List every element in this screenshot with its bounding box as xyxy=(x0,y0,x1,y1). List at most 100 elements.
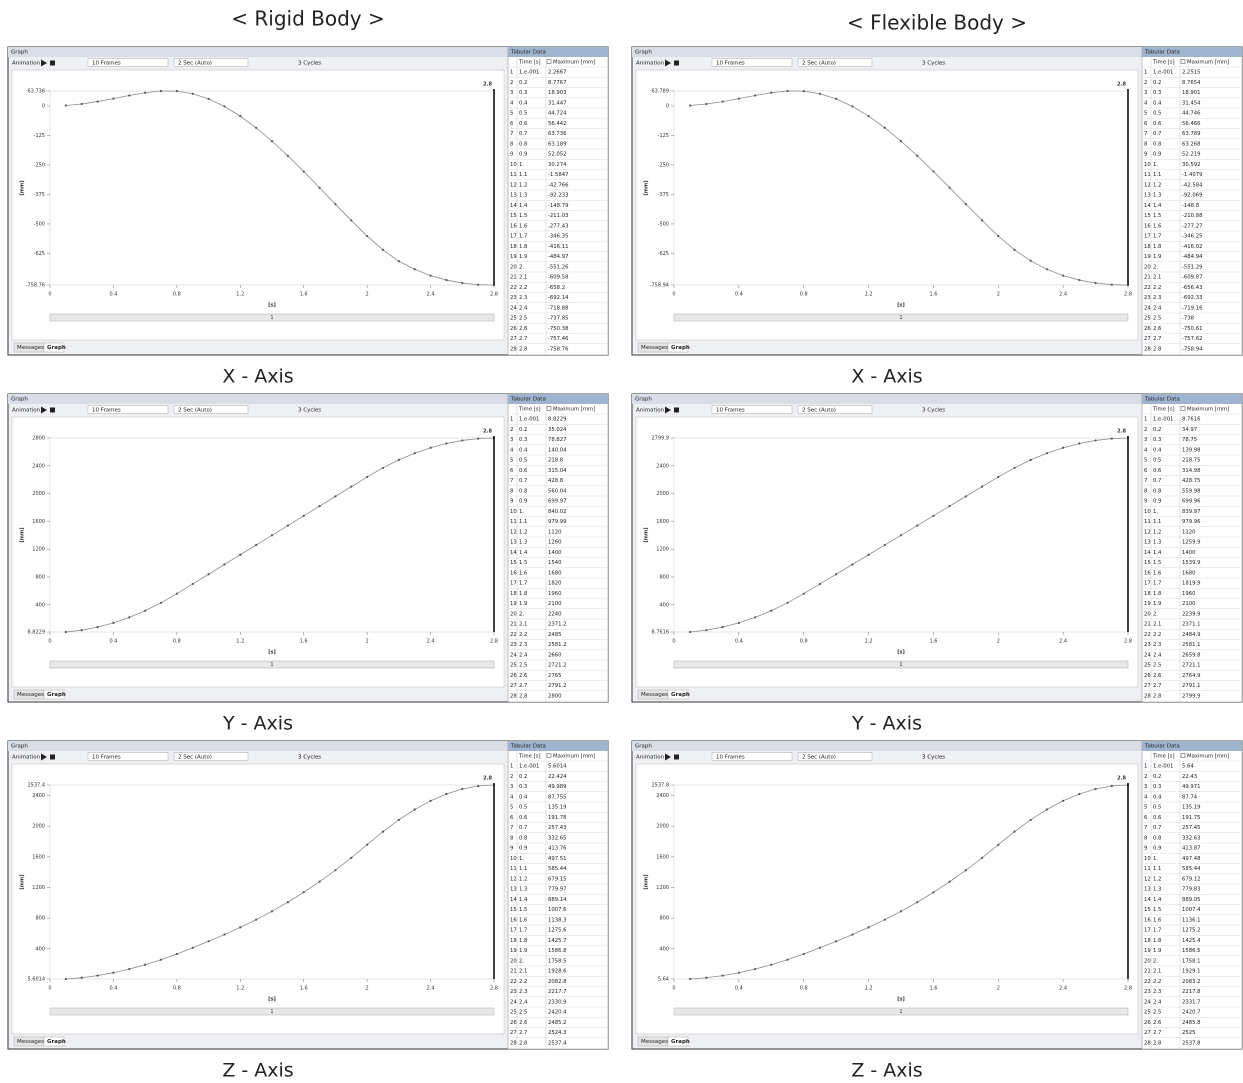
data-point xyxy=(949,881,951,883)
data-point xyxy=(754,94,756,96)
data-point xyxy=(176,953,178,955)
row-number: 14 xyxy=(510,203,517,209)
column-checkbox[interactable] xyxy=(1181,407,1185,411)
duration-value: 2 Sec (Auto) xyxy=(178,61,212,67)
row-number: 13 xyxy=(1144,887,1151,893)
y-tick-label: 800 xyxy=(659,916,669,922)
stop-button[interactable] xyxy=(50,408,55,413)
column-checkbox[interactable] xyxy=(547,754,551,758)
data-point xyxy=(1030,260,1032,262)
tab-label: Graph xyxy=(47,692,66,698)
row-number: 10 xyxy=(510,162,517,168)
x-tick-label: 2.8 xyxy=(490,292,498,298)
time-cell: 1.6 xyxy=(1153,570,1162,576)
time-cell: 2.6 xyxy=(519,326,528,332)
y-tick-label: 5.6014 xyxy=(28,977,46,983)
data-point xyxy=(1078,793,1080,795)
x-tick-label: 1.6 xyxy=(929,639,937,645)
x-tick-label: 1.6 xyxy=(300,639,308,645)
frames-value: 10 Frames xyxy=(716,61,745,67)
value-cell: 2371.2 xyxy=(548,622,567,628)
value-cell: 2.2515 xyxy=(1182,70,1201,76)
time-cell: 1.3 xyxy=(1153,540,1161,546)
data-point xyxy=(255,127,257,129)
row-number: 18 xyxy=(510,244,517,250)
caption: Z - Axis xyxy=(222,1060,293,1082)
stop-button[interactable] xyxy=(50,61,55,66)
value-cell: 140.04 xyxy=(548,447,567,453)
time-cell: 0.4 xyxy=(519,447,528,453)
data-point xyxy=(754,616,756,618)
value-cell: -692.33 xyxy=(1182,295,1202,301)
time-cell: 0.8 xyxy=(1153,835,1162,841)
row-number: 15 xyxy=(1144,560,1151,566)
value-cell: -719.16 xyxy=(1182,305,1203,311)
value-cell: 428.75 xyxy=(1182,478,1201,484)
value-cell: 413.76 xyxy=(548,846,567,852)
time-cell: 1.8 xyxy=(1153,591,1162,597)
data-point xyxy=(255,919,257,921)
value-cell: 1960 xyxy=(1182,591,1196,597)
time-cell: 0.7 xyxy=(1153,478,1161,484)
x-tick-label: 0.4 xyxy=(109,292,117,298)
stop-button[interactable] xyxy=(674,408,679,413)
data-point xyxy=(916,155,918,157)
value-cell: -210.88 xyxy=(1182,213,1203,219)
y-tick-label: 2537.8 xyxy=(652,783,670,789)
y-tick-label: 400 xyxy=(35,946,45,952)
y-tick-label: 2800 xyxy=(32,436,45,442)
data-point xyxy=(965,203,967,205)
data-point xyxy=(1046,268,1048,270)
data-point xyxy=(461,282,463,284)
row-number: 24 xyxy=(510,652,517,658)
tab-label: Messages xyxy=(641,1039,668,1045)
time-cell: 1.4 xyxy=(519,550,528,556)
row-number: 23 xyxy=(510,989,517,995)
time-cell: 1.2 xyxy=(519,876,527,882)
x-tick-label: 2.4 xyxy=(1059,292,1067,298)
x-tick-label: 2.4 xyxy=(427,292,435,298)
data-point xyxy=(1046,808,1048,810)
time-cell: 0.2 xyxy=(1153,774,1161,780)
stop-button[interactable] xyxy=(50,755,55,760)
time-cell: 1.6 xyxy=(1153,917,1162,923)
tab-label: Graph xyxy=(671,1039,690,1045)
data-point xyxy=(705,629,707,631)
row-number: 25 xyxy=(1144,663,1151,669)
time-cell: 0.6 xyxy=(1153,815,1162,821)
value-cell: 2800 xyxy=(548,693,562,699)
row-number: 18 xyxy=(510,591,517,597)
data-point xyxy=(366,235,368,237)
value-cell: 191.78 xyxy=(548,815,567,821)
data-point xyxy=(1062,275,1064,277)
time-cell: 2.3 xyxy=(1153,989,1161,995)
panel-title: Graph xyxy=(11,397,28,403)
column-checkbox[interactable] xyxy=(1181,754,1185,758)
data-point xyxy=(65,104,67,106)
column-header: Time [s] xyxy=(518,60,541,66)
row-number: 18 xyxy=(1144,591,1151,597)
time-cell: 0.8 xyxy=(519,835,528,841)
row-number: 21 xyxy=(1144,275,1151,281)
time-cell: 1.7 xyxy=(519,581,527,587)
time-cell: 0.8 xyxy=(1153,141,1162,147)
row-number: 10 xyxy=(1144,509,1151,515)
column-checkbox[interactable] xyxy=(547,60,551,64)
row-number: 13 xyxy=(510,887,517,893)
column-checkbox[interactable] xyxy=(1181,60,1185,64)
time-cell: 2.1 xyxy=(519,969,527,975)
time-cell: 0.4 xyxy=(519,794,528,800)
row-number: 9 xyxy=(1144,499,1147,505)
x-tick-label: 2.8 xyxy=(1124,986,1132,992)
value-cell: -277.43 xyxy=(548,223,568,229)
column-header: Time [s] xyxy=(518,754,541,760)
value-cell: -346.35 xyxy=(548,234,568,240)
column-checkbox[interactable] xyxy=(547,407,551,411)
title-bar xyxy=(8,394,508,404)
data-point xyxy=(223,105,225,107)
stop-button[interactable] xyxy=(674,755,679,760)
data-point xyxy=(997,235,999,237)
stop-button[interactable] xyxy=(674,61,679,66)
scroll-label: 1 xyxy=(270,662,273,668)
row-number: 23 xyxy=(1144,295,1151,301)
